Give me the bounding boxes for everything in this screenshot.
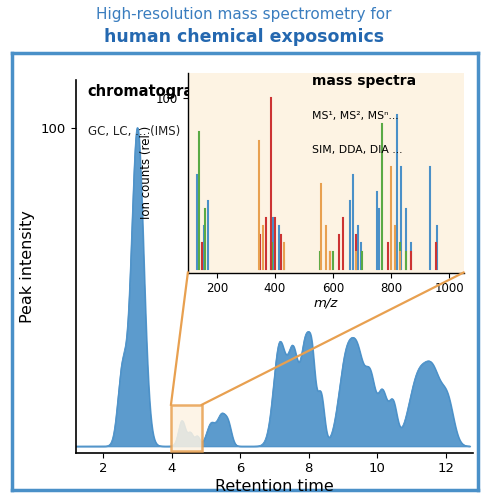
Bar [171,404,202,451]
Text: SIM, DDA, DIA ...: SIM, DDA, DIA ... [312,144,403,154]
Text: mass spectra: mass spectra [312,74,416,88]
Text: chromatogram: chromatogram [87,84,209,98]
Text: GC, LC, ... (IMS): GC, LC, ... (IMS) [87,124,180,138]
Y-axis label: Peak intensity: Peak intensity [20,210,35,322]
X-axis label: Retention time: Retention time [215,480,334,494]
Text: human chemical exposomics: human chemical exposomics [104,28,384,46]
Text: High-resolution mass spectrometry for: High-resolution mass spectrometry for [96,8,392,22]
Y-axis label: Ion counts (rel.): Ion counts (rel.) [140,126,153,219]
Text: MS¹, MS², MSⁿ...: MS¹, MS², MSⁿ... [312,110,399,120]
X-axis label: m/z: m/z [314,296,338,310]
